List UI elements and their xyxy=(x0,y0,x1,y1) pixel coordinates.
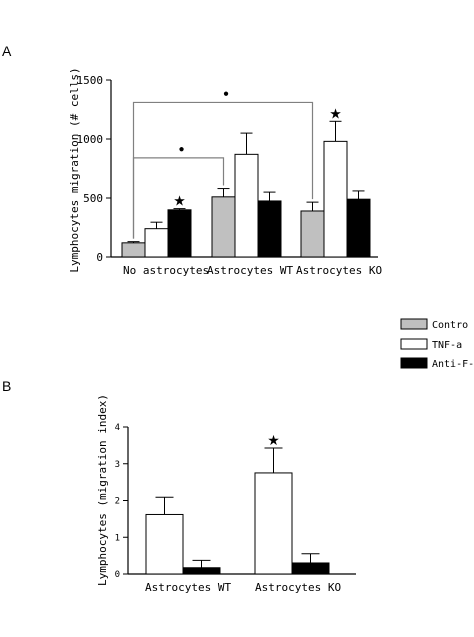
legend-swatch-antitnf xyxy=(400,357,428,369)
panel-a-category-labels: No astrocytes Astrocytes WT Astrocytes K… xyxy=(123,264,382,277)
panel-b-bar xyxy=(145,513,184,575)
panel-b-bar xyxy=(182,567,221,575)
panel-b-bar xyxy=(254,472,293,575)
panel-a-significance-mark: ● xyxy=(223,88,229,99)
panel-b-ytick-label: 4 xyxy=(115,423,120,433)
panel-a-label: A xyxy=(2,43,12,59)
panel-a-bar xyxy=(167,209,192,258)
panel-b-category-labels: Astrocytes WT Astrocytes KO xyxy=(145,581,341,594)
panel-b-bar xyxy=(291,562,330,575)
panel-a-significance-star: ★ xyxy=(329,105,342,121)
panel-a-bar xyxy=(234,153,259,258)
panel-b-ytick-label: 3 xyxy=(115,460,120,470)
panel-a-ytick-label: 1000 xyxy=(77,133,104,146)
legend-label-tnf: TNF-a xyxy=(432,340,462,351)
legend-swatch-tnf xyxy=(400,338,428,350)
panel-a-brackets: ●● xyxy=(132,88,314,239)
panel-b-ytick-label: 1 xyxy=(115,533,120,543)
legend-label-antitnf: Anti-F- xyxy=(432,359,474,370)
panel-a-category-label: Astrocytes WT xyxy=(207,264,293,277)
panel-b-category-label: Astrocytes KO xyxy=(255,581,341,594)
panel-a-bar xyxy=(121,242,146,258)
panel-a-significance-mark: ● xyxy=(178,144,184,155)
panel-a-bars xyxy=(121,120,371,258)
panel-b-ylabel: Lymphocytes (migration index) xyxy=(96,394,109,586)
panel-b-ytick-label: 2 xyxy=(115,497,120,507)
panel-a-bar xyxy=(346,198,371,258)
panel-b-ytick-label: 0 xyxy=(115,570,120,580)
panel-a-bar xyxy=(323,140,348,258)
panel-a-bar xyxy=(211,196,236,258)
panel-a-ytick-label: 1500 xyxy=(77,74,104,87)
panel-a-annotations: ★★ xyxy=(173,105,342,208)
panel-b-annotations: ★ xyxy=(267,432,280,448)
panel-a-ytick-label: 0 xyxy=(96,251,103,264)
panel-a-ylabel: Lymphocytes migration (# cells) xyxy=(68,67,81,272)
panel-a-bar xyxy=(300,210,325,258)
panel-b-yticks: 0 1 2 3 4 xyxy=(115,423,128,580)
legend-swatch-control xyxy=(400,318,428,330)
panel-a-category-label: No astrocytes xyxy=(123,264,209,277)
legend: Contro TNF-a Anti-F- xyxy=(400,318,474,370)
panel-b-label: B xyxy=(2,378,11,394)
panel-a-significance-star: ★ xyxy=(173,193,186,209)
panel-b-bars xyxy=(145,447,330,575)
panel-a: A Lymphocytes migration (# cells) 0 500 10… xyxy=(2,43,382,277)
panel-a-yticks: 0 500 1000 1500 xyxy=(77,74,111,264)
panel-b-category-label: Astrocytes WT xyxy=(145,581,231,594)
panel-b-significance-star: ★ xyxy=(267,432,280,448)
panel-a-ytick-label: 500 xyxy=(83,192,103,205)
panel-a-category-label: Astrocytes KO xyxy=(296,264,382,277)
legend-label-control: Contro xyxy=(432,320,468,331)
panel-a-bar xyxy=(257,200,282,258)
panel-a-significance-bracket xyxy=(132,101,314,239)
panel-a-bar xyxy=(144,228,169,258)
